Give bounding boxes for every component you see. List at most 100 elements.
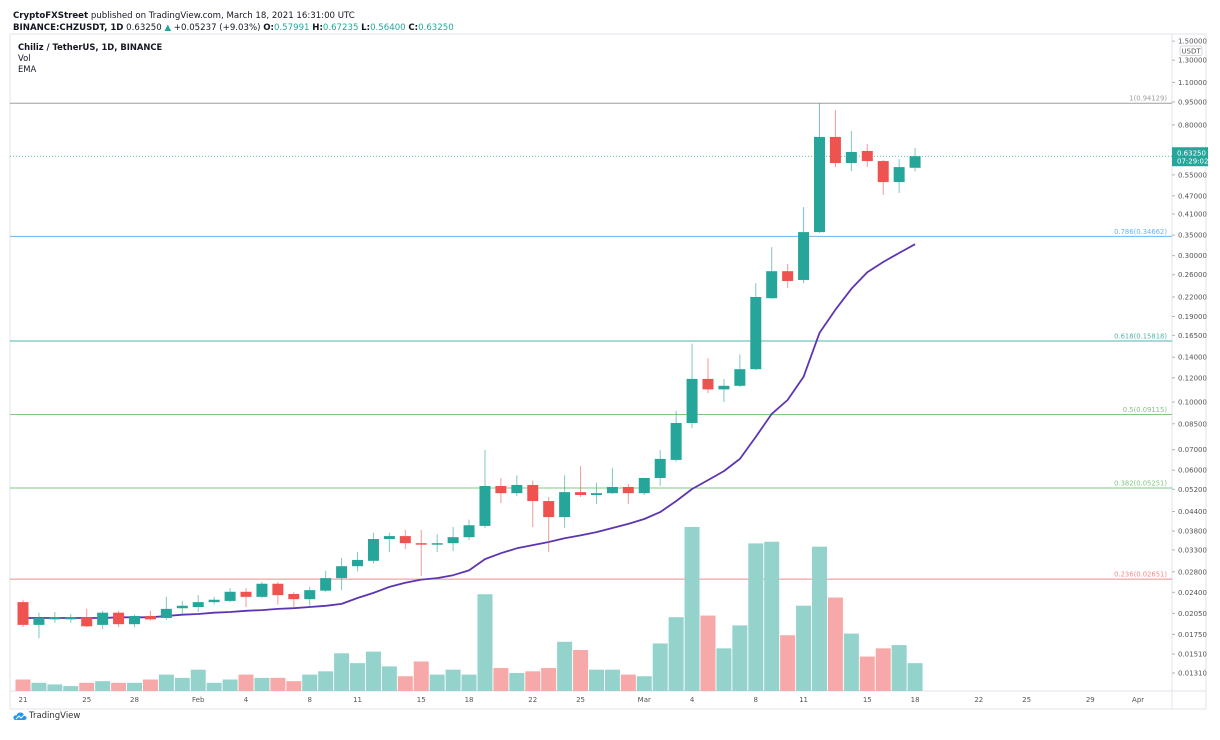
candle-body [686, 378, 698, 423]
time-tick-label: 29 [1086, 696, 1095, 704]
volume-bar [158, 674, 174, 691]
time-tick-label: Feb [192, 696, 205, 704]
candle [160, 596, 172, 621]
price-tick-label: 0.30000 [1178, 252, 1207, 260]
time-tick-label: 11 [799, 696, 808, 704]
price-axis[interactable]: 1.50000 1.30000 1.10000 0.95000 0.80000 0.550… [1172, 38, 1208, 678]
ema-series [23, 243, 916, 619]
price-tick-label: 0.08500 [1178, 420, 1207, 428]
volume-bar [381, 666, 397, 691]
candle [399, 530, 411, 550]
time-tick-label: 11 [353, 696, 362, 704]
published-text: published on TradingView.com, March 18, … [90, 11, 355, 21]
candle-body [766, 271, 778, 299]
candle [240, 587, 252, 607]
price-tick-label: 0.02050 [1178, 610, 1207, 618]
price-tick-label: 0.12000 [1178, 374, 1207, 382]
candle [511, 475, 523, 497]
candle-body [638, 477, 650, 494]
time-tick-label: 8 [308, 696, 312, 704]
high-label: H: [312, 23, 323, 33]
price-tick-label: 1.30000 [1178, 57, 1207, 65]
volume-bar [334, 653, 350, 691]
volume-bar [748, 543, 764, 691]
candle-body [272, 583, 284, 596]
legend-ema[interactable]: EMA [18, 64, 37, 74]
volume-bar [716, 648, 732, 691]
chart-frame [9, 33, 1207, 710]
candle-body [511, 484, 523, 494]
candle-body [782, 271, 794, 282]
publisher-name[interactable]: CryptoFXStreet [13, 11, 89, 21]
volume-bar [254, 677, 270, 691]
volume-bar [111, 682, 127, 691]
candle [463, 519, 475, 541]
volume-bar [429, 674, 445, 691]
candle-body [65, 617, 77, 620]
volume-bar [477, 594, 493, 691]
time-tick-label: 22 [528, 696, 537, 704]
open-label: O: [263, 23, 274, 33]
fibonacci-retracement[interactable]: 1(0.94129) 0.786(0.34662) 0.618(0.15818) 0.… [10, 95, 1172, 580]
candle-body [575, 492, 587, 496]
candle [559, 475, 571, 528]
time-tick-label: 22 [974, 696, 983, 704]
volume-bar [859, 656, 875, 691]
legend-vol[interactable]: Vol [18, 53, 31, 63]
tradingview-logo[interactable]: TradingView [13, 711, 80, 721]
volume-bar [907, 663, 923, 691]
volume-bar [206, 682, 222, 691]
candle-body [798, 232, 810, 280]
candle-body [33, 617, 45, 625]
price-tick-label: 0.01750 [1178, 631, 1207, 639]
candle-body [702, 378, 714, 390]
last-price: 0.63250 [126, 23, 162, 33]
volume-bar [509, 672, 525, 691]
candle [367, 532, 379, 564]
volume-bar [365, 651, 381, 691]
candle [33, 612, 45, 639]
candle-body [909, 156, 921, 168]
time-axis[interactable]: 21 25 28 Feb 4 8 11 15 18 22 25 Mar 4 8 11 15 18 22 25 29 Ap… [19, 696, 1145, 704]
volume-bar [445, 669, 461, 691]
candle-body [814, 136, 825, 233]
volume-bar [636, 676, 652, 691]
candle-body [415, 543, 427, 545]
volume-bar [302, 674, 318, 691]
time-tick-label: 15 [417, 696, 426, 704]
candle [352, 551, 364, 572]
currency-label: USDT [1181, 47, 1201, 55]
candle [256, 581, 268, 599]
volume-bar [63, 686, 79, 691]
candle [670, 410, 682, 462]
low-label: L: [361, 23, 371, 33]
candle-body [495, 485, 507, 494]
candle [383, 532, 395, 552]
candle [702, 358, 714, 394]
candle-body [304, 590, 316, 600]
candle-body [160, 608, 172, 618]
publish-info: CryptoFXStreet published on TradingView.… [13, 11, 355, 21]
volume-bar [222, 679, 238, 691]
close-label: C: [408, 23, 419, 33]
price-tick-label: 0.80000 [1178, 121, 1207, 129]
candle [909, 148, 921, 172]
candle [431, 534, 443, 552]
candle-body [845, 151, 857, 164]
legend-title[interactable]: Chiliz / TetherUS, 1D, BINANCE [18, 42, 163, 52]
candle-body [734, 369, 746, 386]
tradingview-cloud-icon [13, 712, 27, 720]
candle [638, 477, 650, 496]
price-tick-label: 0.03300 [1178, 546, 1207, 554]
candle-body [192, 602, 204, 607]
volume-bar [796, 605, 812, 691]
candle [288, 591, 300, 607]
candle-body [479, 485, 491, 526]
candle [527, 480, 539, 527]
candle [798, 207, 810, 284]
volume-bar [79, 682, 95, 691]
up-arrow-icon: ▲ [164, 23, 172, 33]
candle-body [113, 612, 125, 625]
price-tick-label: 0.05200 [1178, 486, 1207, 494]
